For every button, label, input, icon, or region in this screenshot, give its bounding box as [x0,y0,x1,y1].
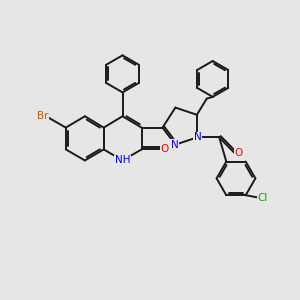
Text: N: N [194,133,201,142]
Text: N: N [171,140,179,150]
Text: Cl: Cl [257,193,268,202]
Text: O: O [235,148,243,158]
Text: NH: NH [115,155,130,166]
Text: Br: Br [37,111,48,121]
Text: O: O [161,144,169,154]
